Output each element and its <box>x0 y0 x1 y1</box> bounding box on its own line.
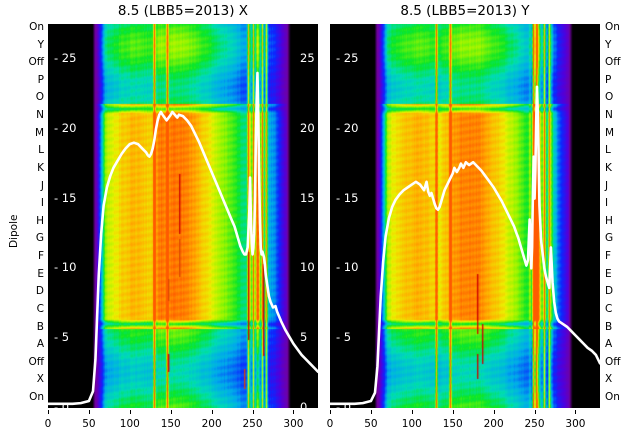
panel-y-plot-area[interactable] <box>330 24 600 408</box>
dipole-category-label: On <box>29 391 44 403</box>
dipole-category-label: Off <box>28 355 45 368</box>
x-tick-label: 50 <box>82 418 96 430</box>
inner-ytick-label: 10 <box>300 260 315 275</box>
inner-ytick-label: - 5 <box>336 330 352 345</box>
dipole-category-label: G <box>35 232 44 245</box>
x-tick-label: 150 <box>442 418 463 430</box>
dipole-category-label: I <box>40 197 44 210</box>
panel-x-title: 8.5 (LBB5=2013) X <box>117 3 249 19</box>
dipole-category-label: B <box>36 320 44 333</box>
dipole-category-label: Y <box>37 38 44 51</box>
dipole-category-label: N <box>36 109 44 122</box>
dipole-category-label: L <box>38 144 44 157</box>
dipole-category-label: E <box>605 267 612 280</box>
panel-y-spectrogram <box>330 24 600 408</box>
dipole-category-label: D <box>35 285 44 298</box>
x-tick-mark <box>493 410 495 414</box>
x-tick-mark <box>293 410 295 414</box>
x-tick-label: 0 <box>326 418 334 430</box>
panel-x-profile-trace <box>48 71 318 406</box>
dipole-category-label: N <box>605 109 613 122</box>
inner-ytick-label: 5 <box>300 330 308 345</box>
x-tick-mark <box>452 410 454 414</box>
dipole-category-label: M <box>605 126 615 139</box>
inner-ytick-label: - 5 <box>54 330 70 345</box>
x-tick-mark <box>211 410 213 414</box>
dipole-category-label: P <box>37 73 44 86</box>
dipole-category-label: L <box>605 144 611 157</box>
x-tick-mark <box>88 410 90 414</box>
dipole-category-label: F <box>605 250 612 263</box>
inner-ytick-label: - 15 <box>336 190 359 205</box>
x-tick-mark <box>170 410 172 414</box>
inner-ytick-label: - 10 <box>54 260 77 275</box>
x-tick-mark <box>370 410 372 414</box>
x-tick-label: 150 <box>160 418 181 430</box>
dipole-category-label: M <box>34 126 44 139</box>
dipole-category-label: O <box>35 91 44 104</box>
dipole-category-label: K <box>605 161 612 174</box>
dipole-category-label: A <box>605 338 613 351</box>
x-tick-mark <box>411 410 413 414</box>
dipole-category-label: X <box>605 373 613 386</box>
x-tick-label: 0 <box>44 418 52 430</box>
inner-ytick-label: - 0 <box>336 400 352 414</box>
x-tick-mark <box>252 410 254 414</box>
inner-ytick-label: - 20 <box>336 120 359 135</box>
inner-ytick-label: 20 <box>300 120 315 135</box>
x-tick-label: 50 <box>364 418 378 430</box>
x-tick-mark <box>48 410 49 414</box>
panel-y-profile-trace <box>330 85 600 406</box>
panel-x-plot-area[interactable] <box>48 24 318 408</box>
dipole-category-label: Off <box>605 56 621 69</box>
dipole-category-label: C <box>605 302 613 315</box>
dipole-category-label: J <box>605 179 609 192</box>
dipole-category-label: X <box>36 373 44 386</box>
dipole-category-label: B <box>605 320 613 333</box>
x-tick-mark <box>129 410 131 414</box>
inner-ytick-label: 15 <box>300 190 315 205</box>
x-tick-label: 100 <box>401 418 422 430</box>
dipole-category-label: H <box>36 214 44 227</box>
x-tick-label: 100 <box>119 418 140 430</box>
x-tick-label: 200 <box>201 418 222 430</box>
dipole-category-label: On <box>605 21 620 33</box>
x-tick-mark <box>575 410 577 414</box>
x-tick-mark <box>534 410 536 414</box>
dipole-category-label: P <box>605 73 612 86</box>
x-tick-label: 300 <box>283 418 304 430</box>
dipole-category-label: On <box>29 21 44 33</box>
x-tick-label: 250 <box>524 418 545 430</box>
dipole-category-label: H <box>605 214 613 227</box>
inner-ytick-label: - 0 <box>54 400 70 414</box>
dipole-category-label: D <box>605 285 614 298</box>
dipole-category-label: G <box>605 232 614 245</box>
dipole-category-label: F <box>37 250 44 263</box>
dipole-category-label: On <box>605 391 620 403</box>
dipole-category-label: E <box>37 267 44 280</box>
panel-x-spectrogram <box>48 24 318 408</box>
panel-y-title: 8.5 (LBB5=2013) Y <box>400 3 530 19</box>
dipole-category-label: Off <box>605 355 621 368</box>
dipole-category-label: Off <box>28 56 45 69</box>
dipole-category-label: K <box>37 161 44 174</box>
inner-ytick-label: 25 <box>300 50 315 65</box>
dipole-category-label: I <box>605 197 609 210</box>
x-tick-label: 200 <box>483 418 504 430</box>
inner-ytick-label: 0 <box>300 400 308 414</box>
inner-ytick-label: - 15 <box>54 190 77 205</box>
x-tick-label: 300 <box>565 418 586 430</box>
inner-ytick-label: - 25 <box>336 50 359 65</box>
dipole-category-label: O <box>605 91 614 104</box>
inner-ytick-label: - 10 <box>336 260 359 275</box>
dipole-category-label: C <box>36 302 44 315</box>
inner-ytick-label: - 20 <box>54 120 77 135</box>
x-tick-label: 250 <box>242 418 263 430</box>
dipole-category-label: A <box>36 338 44 351</box>
inner-ytick-label: - 25 <box>54 50 77 65</box>
dipole-category-label: Y <box>605 38 612 51</box>
x-tick-mark <box>330 410 331 414</box>
dipole-category-label: J <box>40 179 44 192</box>
